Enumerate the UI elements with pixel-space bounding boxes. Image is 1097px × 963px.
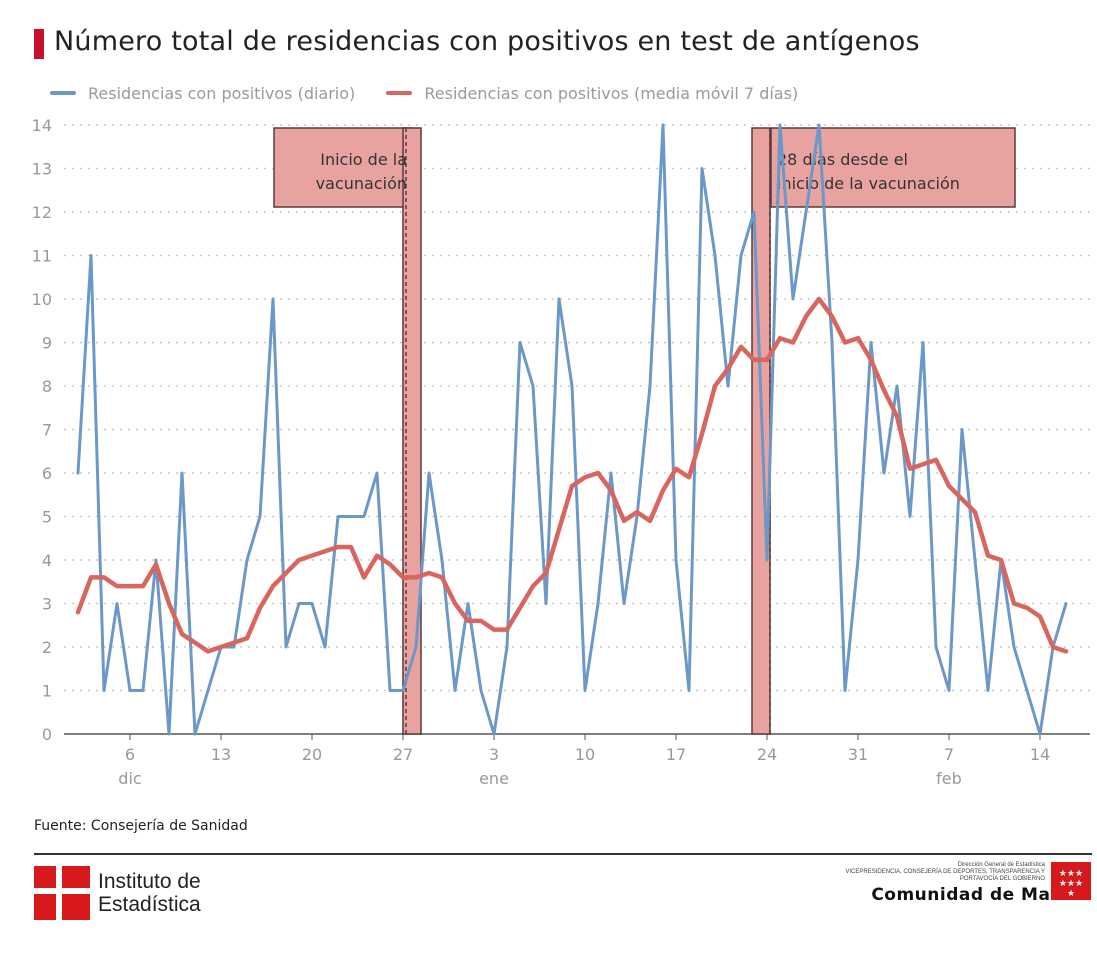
y-tick-label: 0 bbox=[42, 725, 52, 744]
y-tick-label: 6 bbox=[42, 464, 52, 483]
legend-swatch-ma7 bbox=[386, 91, 413, 95]
y-tick-label: 8 bbox=[42, 377, 52, 396]
ine-logo-text: Instituto de Estadística bbox=[98, 870, 201, 916]
x-tick-label: 14 bbox=[1030, 745, 1050, 764]
annotation-box-vaccination bbox=[273, 127, 412, 208]
x-tick-label: 3 bbox=[489, 745, 499, 764]
x-tick-label: 20 bbox=[302, 745, 322, 764]
annotation-band-vaccination bbox=[402, 127, 422, 735]
y-tick-label: 2 bbox=[42, 638, 52, 657]
ine-logo-mark bbox=[34, 866, 90, 920]
annotation-box-28days bbox=[770, 127, 1016, 208]
y-tick-label: 9 bbox=[42, 334, 52, 353]
x-month-label: dic bbox=[118, 769, 141, 788]
legend-label-ma7: Residencias con positivos (media móvil 7… bbox=[424, 83, 799, 103]
x-month-label: ene bbox=[479, 769, 509, 788]
footer-divider bbox=[34, 853, 1092, 855]
ine-logo-line1: Instituto de bbox=[98, 870, 201, 893]
y-tick-label: 7 bbox=[42, 421, 52, 440]
x-tick-label: 24 bbox=[757, 745, 777, 764]
x-tick-label: 31 bbox=[848, 745, 868, 764]
x-tick-label: 10 bbox=[575, 745, 595, 764]
y-tick-label: 13 bbox=[32, 160, 52, 179]
annotation-text-vaccination: Inicio de la bbox=[320, 150, 407, 169]
legend-item-ma7: Residencias con positivos (media móvil 7… bbox=[386, 84, 798, 103]
y-tick-label: 3 bbox=[42, 595, 52, 614]
legend-item-daily: Residencias con positivos (diario) bbox=[50, 84, 355, 103]
annotation-text-28days: inicio de la vacunación bbox=[777, 174, 960, 193]
ine-logo-line2: Estadística bbox=[98, 893, 201, 916]
comunidad-madrid-logo: Dirección General de Estadística VICEPRE… bbox=[825, 862, 1091, 905]
y-tick-label: 14 bbox=[32, 116, 52, 135]
x-tick-label: 13 bbox=[211, 745, 231, 764]
legend: Residencias con positivos (diario) Resid… bbox=[50, 80, 824, 103]
x-tick-label: 6 bbox=[125, 745, 135, 764]
annotation-text-vaccination: vacunación bbox=[316, 174, 407, 193]
legend-label-daily: Residencias con positivos (diario) bbox=[88, 83, 356, 103]
annotation-text-28days: 28 días desde el bbox=[777, 150, 908, 169]
y-tick-label: 1 bbox=[42, 682, 52, 701]
x-tick-label: 27 bbox=[393, 745, 413, 764]
ine-logo: Instituto de Estadística bbox=[34, 866, 201, 920]
legend-swatch-daily bbox=[50, 91, 76, 95]
x-month-label: feb bbox=[936, 769, 962, 788]
logo-subtitle-2: VICEPRESIDENCIA, CONSEJERÍA DE DEPORTES,… bbox=[845, 869, 1045, 882]
series-line-daily bbox=[76, 123, 1068, 736]
y-tick-label: 4 bbox=[42, 551, 52, 570]
logo-subtitle-1: Dirección General de Estadística bbox=[957, 862, 1045, 868]
source-note: Fuente: Consejería de Sanidad bbox=[34, 818, 248, 834]
y-tick-label: 5 bbox=[42, 508, 52, 527]
y-tick-label: 10 bbox=[32, 290, 52, 309]
x-tick-label: 7 bbox=[944, 745, 954, 764]
madrid-flag-icon: ★★★ ★★★ ★ bbox=[1051, 862, 1091, 900]
title-accent-bar bbox=[34, 29, 44, 59]
y-tick-label: 11 bbox=[32, 247, 52, 266]
y-tick-label: 12 bbox=[32, 203, 52, 222]
logo-brand: Comunidad de Madrid bbox=[871, 885, 1091, 905]
chart-title: Número total de residencias con positivo… bbox=[54, 26, 920, 57]
x-tick-label: 17 bbox=[666, 745, 686, 764]
series-line-ma7 bbox=[75, 296, 1069, 654]
